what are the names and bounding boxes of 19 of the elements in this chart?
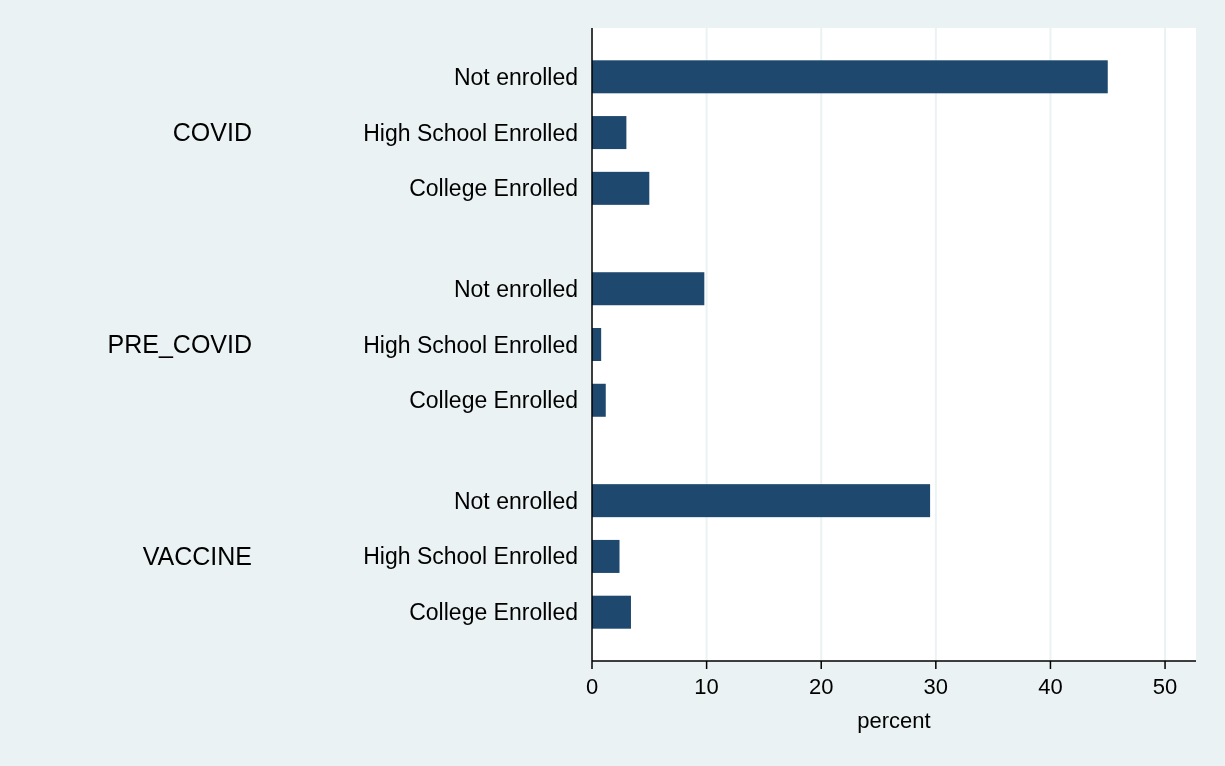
x-tick-label: 40	[1038, 674, 1063, 699]
x-axis-title: percent	[857, 708, 931, 733]
y-tick-label: College Enrolled	[409, 175, 578, 202]
text: PRE_COVID	[107, 330, 252, 359]
y-tick-label: High School Enrolled	[363, 543, 578, 570]
y-tick-label: Not enrolled	[453, 487, 578, 514]
text: COVID	[172, 118, 252, 147]
y-tick-label: Not enrolled	[453, 63, 578, 90]
x-tick-label: 20	[808, 674, 834, 699]
x-tick-label: 50	[1152, 674, 1178, 699]
y-tick-label: Not enrolled	[453, 275, 578, 302]
y-tick-label: College Enrolled	[409, 387, 578, 414]
y-tick-label: High School Enrolled	[363, 119, 578, 146]
x-tick-label: 30	[923, 674, 949, 699]
y-tick-label: High School Enrolled	[363, 331, 578, 358]
x-tick-label: 0	[585, 674, 599, 699]
text: VACCINE	[142, 542, 252, 571]
y-tick-label: College Enrolled	[409, 599, 578, 626]
x-tick-label: 10	[694, 674, 719, 699]
